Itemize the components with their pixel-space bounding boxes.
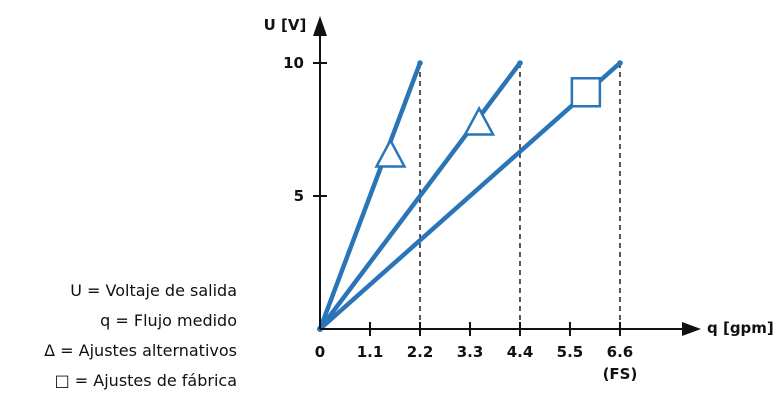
- legend: U = Voltaje de salida q = Flujo medido Δ…: [44, 276, 237, 396]
- triangle-marker-1: [374, 137, 407, 168]
- x-tick-label-1-1: 1.1: [357, 343, 384, 361]
- series-line-3: [317, 60, 623, 332]
- triangle-marker-2: [462, 105, 496, 136]
- series-line-1: [317, 60, 423, 332]
- series-endpoint-3: [617, 60, 623, 66]
- x-tick-label-0: 0: [315, 343, 325, 361]
- x-axis-title: q [gpm]: [707, 319, 774, 337]
- series-endpoint-1: [417, 60, 423, 66]
- y-axis-title: U [V]: [264, 16, 307, 34]
- legend-item-alternative: Δ = Ajustes alternativos: [44, 341, 237, 360]
- x-tick-label-3-3: 3.3: [457, 343, 484, 361]
- axes: [313, 16, 701, 336]
- legend-item-factory: □ = Ajustes de fábrica: [54, 371, 237, 390]
- x-tick-sublabel-fs: (FS): [603, 365, 638, 383]
- markers-group: [374, 77, 602, 168]
- legend-item-flow: q = Flujo medido: [100, 311, 237, 330]
- y-axis-arrow: [313, 16, 327, 36]
- ticks: 0 1.1 2.2 3.3 4.4 5.5 6.6 (FS) 5 10: [283, 54, 637, 383]
- x-tick-label-4-4: 4.4: [507, 343, 534, 361]
- x-tick-label-5-5: 5.5: [557, 343, 584, 361]
- series-group: [317, 60, 623, 332]
- series-endpoint-2: [517, 60, 523, 66]
- series-line-2: [317, 60, 523, 332]
- x-tick-label-6-6: 6.6: [607, 343, 634, 361]
- legend-item-voltage: U = Voltaje de salida: [70, 281, 237, 300]
- square-marker-3: [570, 77, 602, 108]
- x-tick-label-2-2: 2.2: [407, 343, 434, 361]
- x-axis-arrow: [682, 322, 701, 336]
- y-tick-label-10: 10: [283, 54, 304, 72]
- y-tick-label-5: 5: [294, 187, 304, 205]
